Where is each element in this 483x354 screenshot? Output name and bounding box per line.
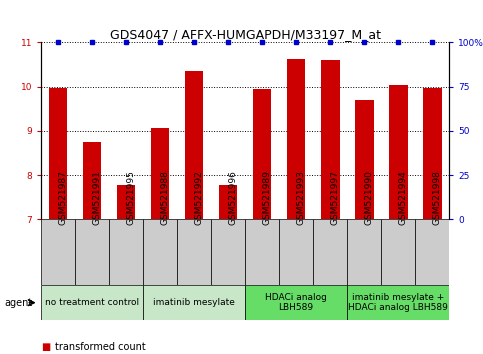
Bar — [151, 128, 170, 219]
Text: GSM521994: GSM521994 — [398, 170, 407, 225]
Bar — [279, 219, 313, 285]
Text: GSM521992: GSM521992 — [194, 170, 203, 225]
Bar — [219, 184, 238, 219]
Bar — [83, 142, 101, 219]
Bar — [245, 219, 279, 285]
Bar — [109, 219, 143, 285]
Text: GSM521997: GSM521997 — [330, 170, 339, 225]
Text: GSM521996: GSM521996 — [228, 170, 237, 225]
Text: no treatment control: no treatment control — [45, 298, 139, 307]
Text: GSM521987: GSM521987 — [58, 170, 67, 225]
Bar — [389, 85, 408, 219]
Text: GSM521990: GSM521990 — [364, 170, 373, 225]
Bar — [143, 219, 177, 285]
Bar — [423, 88, 441, 219]
Text: GSM521993: GSM521993 — [296, 170, 305, 225]
Bar — [75, 219, 109, 285]
Bar — [355, 99, 373, 219]
Bar — [287, 59, 305, 219]
Bar — [253, 89, 271, 219]
Bar — [381, 219, 415, 285]
Title: GDS4047 / AFFX-HUMGAPDH/M33197_M_at: GDS4047 / AFFX-HUMGAPDH/M33197_M_at — [110, 28, 381, 41]
Bar — [347, 219, 381, 285]
Bar — [143, 285, 245, 320]
Bar — [245, 285, 347, 320]
Text: imatinib mesylate +
HDACi analog LBH589: imatinib mesylate + HDACi analog LBH589 — [348, 293, 448, 312]
Bar — [41, 285, 143, 320]
Bar — [49, 88, 68, 219]
Text: ■: ■ — [41, 342, 50, 352]
Text: GSM521995: GSM521995 — [126, 170, 135, 225]
Text: transformed count: transformed count — [55, 342, 145, 352]
Bar — [177, 219, 211, 285]
Text: GSM521989: GSM521989 — [262, 170, 271, 225]
Bar — [185, 71, 203, 219]
Text: agent: agent — [5, 298, 33, 308]
Text: imatinib mesylate: imatinib mesylate — [153, 298, 235, 307]
Text: GSM521991: GSM521991 — [92, 170, 101, 225]
Bar — [313, 219, 347, 285]
Bar — [415, 219, 449, 285]
Bar — [211, 219, 245, 285]
Bar — [41, 219, 75, 285]
Text: GSM521988: GSM521988 — [160, 170, 169, 225]
Bar — [321, 60, 340, 219]
Bar — [117, 185, 135, 219]
Text: HDACi analog
LBH589: HDACi analog LBH589 — [265, 293, 327, 312]
Text: GSM521998: GSM521998 — [432, 170, 441, 225]
Bar — [347, 285, 449, 320]
